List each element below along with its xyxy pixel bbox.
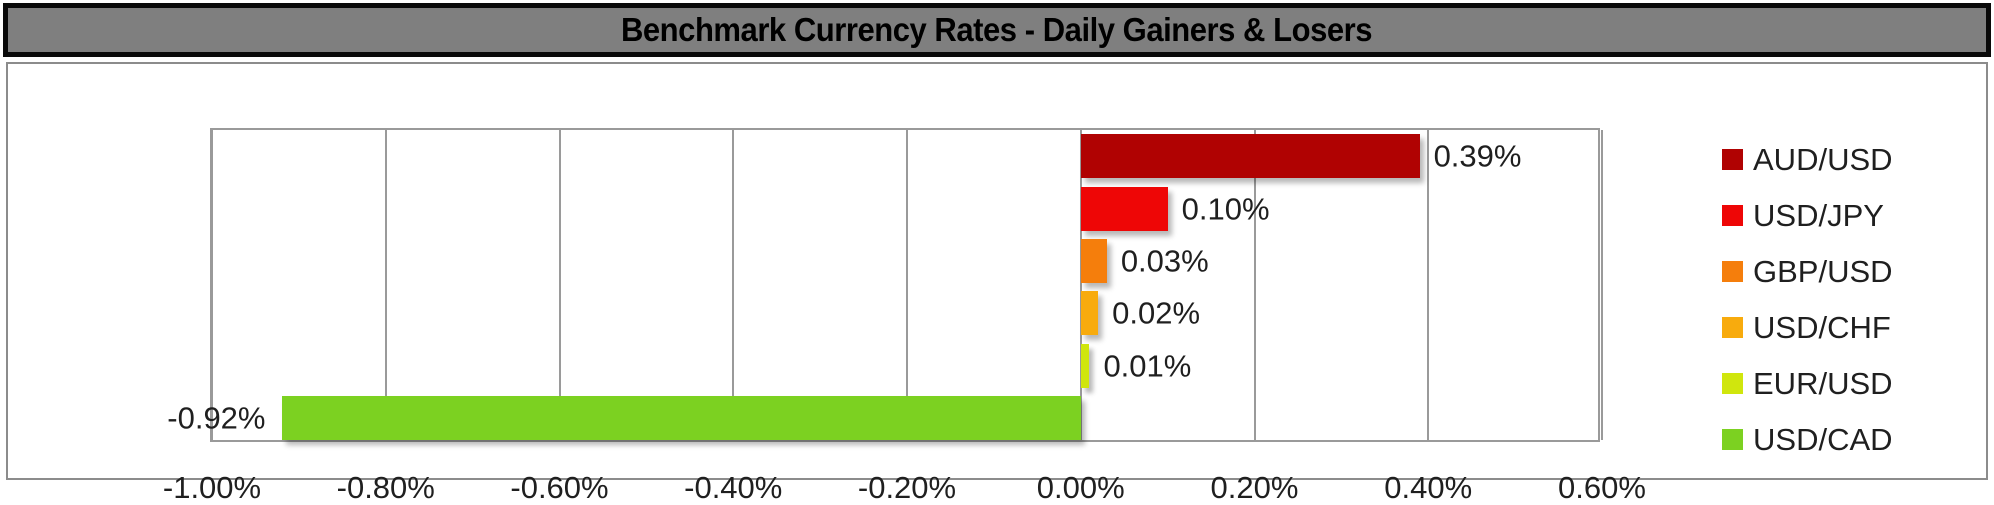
x-tick-label-0-20-: 0.20% xyxy=(1210,470,1299,505)
gridline--0-40- xyxy=(732,130,735,440)
bar-aud-usd xyxy=(1080,134,1420,179)
legend-swatch-gbp-usd xyxy=(1722,260,1743,282)
legend-item-usd-cad: USD/CAD xyxy=(1722,424,1893,455)
chart-title-banner: Benchmark Currency Rates - Daily Gainers… xyxy=(3,3,1991,57)
gridline-0-40- xyxy=(1427,130,1430,440)
legend-label-gbp-usd: GBP/USD xyxy=(1753,253,1893,289)
gridline-0-60- xyxy=(1601,130,1603,440)
legend-swatch-usd-chf xyxy=(1722,316,1743,338)
gridline-0-20- xyxy=(1253,130,1256,440)
legend-label-usd-cad: USD/CAD xyxy=(1753,421,1893,457)
legend-item-eur-usd: EUR/USD xyxy=(1722,368,1893,399)
bar-value-label-eur-usd: 0.01% xyxy=(1103,348,1192,383)
legend-label-usd-chf: USD/CHF xyxy=(1753,309,1891,345)
bar-gbp-usd xyxy=(1080,238,1107,283)
bar-value-label-gbp-usd: 0.03% xyxy=(1120,243,1209,279)
legend-label-usd-jpy: USD/JPY xyxy=(1753,197,1884,233)
x-tick-label-0-00-: 0.00% xyxy=(1036,470,1125,505)
bar-value-label-usd-jpy: 0.10% xyxy=(1181,191,1270,226)
legend: AUD/USD USD/JPY GBP/USD USD/CHF EUR/USD USD/C… xyxy=(1722,144,1893,484)
chart-area: -1.00% -0.80% -0.60% -0.40% -0.20% 0.00% 0.20%… xyxy=(6,62,1988,503)
legend-item-usd-jpy: USD/JPY xyxy=(1722,200,1893,231)
gridline--0-20- xyxy=(906,130,908,440)
bar-value-label-aud-usd: 0.39% xyxy=(1433,138,1522,174)
x-tick-label--0-20-: -0.20% xyxy=(857,470,957,505)
plot-area: -1.00% -0.80% -0.60% -0.40% -0.20% 0.00% 0.20%… xyxy=(163,128,1646,503)
legend-item-usd-chf: USD/CHF xyxy=(1722,312,1893,343)
gridline--1-00- xyxy=(211,130,213,440)
bar-usd-cad xyxy=(281,395,1081,440)
currency-rates-chart: Benchmark Currency Rates - Daily Gainers… xyxy=(3,3,1991,503)
x-tick-label-0-60-: 0.60% xyxy=(1558,470,1646,505)
legend-swatch-eur-usd xyxy=(1722,372,1743,394)
legend-label-eur-usd: EUR/USD xyxy=(1753,365,1893,401)
legend-swatch-aud-usd xyxy=(1722,148,1743,170)
bar-value-label-usd-chf: 0.02% xyxy=(1112,295,1201,331)
x-tick-label--1-00-: -1.00% xyxy=(162,470,262,505)
chart-title: Benchmark Currency Rates - Daily Gainers… xyxy=(621,11,1373,48)
legend-item-gbp-usd: GBP/USD xyxy=(1722,256,1893,287)
x-tick-label--0-80-: -0.80% xyxy=(336,470,435,505)
bar-eur-usd xyxy=(1080,343,1090,388)
legend-label-aud-usd: AUD/USD xyxy=(1753,141,1893,177)
legend-swatch-usd-jpy xyxy=(1722,204,1743,226)
gridline--0-60- xyxy=(558,130,561,440)
legend-swatch-usd-cad xyxy=(1722,428,1743,450)
gridline--0-80- xyxy=(384,130,387,440)
bar-value-label-usd-cad: -0.92% xyxy=(167,400,266,436)
bar-usd-jpy xyxy=(1080,186,1168,231)
x-tick-label--0-40-: -0.40% xyxy=(684,470,783,505)
gridline-0-00- xyxy=(1079,130,1082,440)
legend-item-aud-usd: AUD/USD xyxy=(1722,144,1893,175)
bar-usd-chf xyxy=(1080,291,1099,336)
x-tick-label--0-60-: -0.60% xyxy=(510,470,609,505)
x-tick-label-0-40-: 0.40% xyxy=(1384,470,1473,505)
